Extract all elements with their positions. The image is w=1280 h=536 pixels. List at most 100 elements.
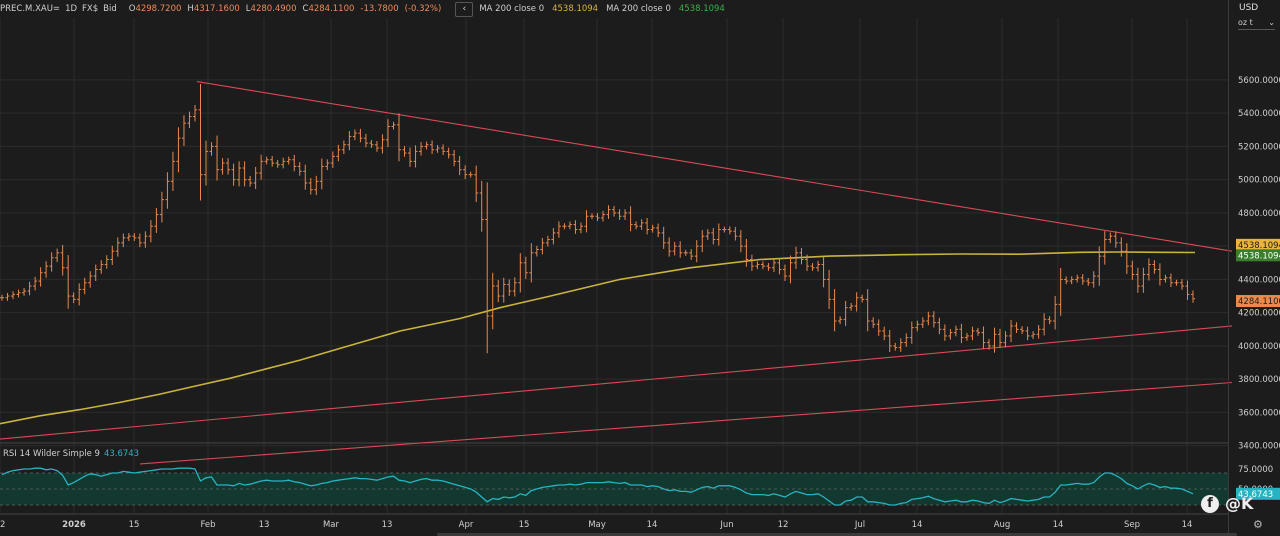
time-axis[interactable]: 2 2026 15 Feb 13 Mar 13 Apr 15 May 14 Jun 12 Jul 14 Aug…: [0, 520, 1237, 536]
price-bar: [771, 258, 776, 273]
y-tick-label: 3400.0000: [1238, 442, 1280, 452]
y-tick-label: 4400.0000: [1238, 275, 1280, 285]
y-tick-label: 3800.0000: [1238, 375, 1280, 385]
price-bar: [1191, 290, 1195, 303]
watermark-text: @K: [1225, 494, 1254, 513]
x-tick-label: 15: [129, 520, 140, 530]
x-tick-label: Jul: [854, 520, 865, 530]
price-bar: [744, 238, 749, 267]
price-bar: [419, 142, 424, 156]
price-bar: [126, 233, 131, 241]
ma1-price-tag-text: 4538.1094: [1238, 241, 1280, 251]
currency-label[interactable]: USD: [1239, 3, 1259, 13]
price-bar: [292, 154, 297, 172]
price-bar: [634, 221, 639, 230]
price-bar: [1119, 237, 1124, 257]
settings-icon[interactable]: ⚙: [1253, 518, 1263, 531]
price-bar: [397, 113, 401, 162]
rsi-header[interactable]: RSI 14 Wilder Simple 9 43.6743: [3, 449, 139, 459]
price-bar: [209, 142, 214, 156]
price-bar: [705, 229, 710, 240]
trendline: [0, 325, 1233, 440]
price-bar: [1141, 267, 1146, 293]
x-tick-label: Feb: [200, 520, 215, 530]
price-type[interactable]: Bid: [103, 4, 117, 14]
price-bar: [446, 147, 451, 159]
price-bar: [347, 130, 352, 151]
price-bar: [551, 227, 556, 245]
chevron-left-icon[interactable]: ‹: [455, 1, 474, 17]
price-bar: [667, 237, 672, 257]
price-bar: [391, 121, 396, 130]
price-bar: [60, 244, 65, 276]
price-bar: [93, 264, 98, 281]
price-bar: [986, 338, 991, 350]
price-bar: [380, 134, 385, 154]
x-tick-label: Aug: [994, 520, 1011, 530]
price-bar: [424, 141, 429, 150]
price-bar: [215, 135, 220, 181]
price-bar: [656, 223, 661, 238]
x-tick-label: 14: [1182, 520, 1193, 530]
price-bar: [264, 156, 269, 165]
price-bar: [639, 219, 644, 230]
price-bar: [237, 161, 242, 187]
price-bar: [1058, 267, 1063, 316]
price-bar: [1036, 325, 1041, 339]
price-bar: [860, 294, 865, 303]
price-bar: [231, 163, 236, 186]
price-bar: [556, 221, 561, 238]
price-bar: [865, 289, 870, 332]
price-bar: [832, 289, 837, 332]
price-bar: [623, 209, 628, 220]
price-bar: [187, 111, 192, 129]
price-bar: [192, 104, 197, 122]
price-bar: [363, 133, 368, 148]
ma2-label[interactable]: MA 200 close 0: [606, 4, 671, 14]
price-bar: [501, 277, 506, 303]
price-bar: [33, 276, 38, 291]
price-bar: [170, 151, 175, 192]
price-bar: [926, 311, 931, 326]
price-bar: [154, 207, 159, 233]
x-tick-label: 2: [0, 520, 5, 530]
high-value: 4317.1600: [193, 4, 240, 14]
price-bar: [794, 246, 798, 269]
trendline: [139, 381, 1233, 465]
price-bar: [1124, 243, 1129, 275]
rsi-label: RSI 14 Wilder Simple 9: [3, 449, 100, 459]
price-bar: [198, 84, 203, 201]
price-bar: [766, 263, 771, 271]
right-panel: [1228, 0, 1280, 536]
price-bar: [110, 245, 115, 265]
x-tick-label: 2026: [62, 520, 86, 530]
interval[interactable]: 1D: [65, 4, 78, 14]
price-bar: [1091, 271, 1096, 288]
price-bar: [137, 233, 142, 248]
price-bar: [722, 226, 727, 233]
unit-selector[interactable]: oz t ⌄: [1238, 16, 1275, 30]
price-bar: [1086, 277, 1091, 286]
price-bar: [799, 247, 804, 265]
source: FX$: [82, 4, 99, 14]
ma1-label[interactable]: MA 200 close 0: [479, 4, 545, 14]
price-bar: [998, 328, 1003, 349]
price-bar: [1075, 274, 1080, 283]
price-bar: [1108, 232, 1113, 244]
rsi-line: [1, 467, 1194, 506]
price-bar: [871, 317, 876, 329]
price-bar: [595, 213, 600, 222]
symbol[interactable]: PREC.M.XAU=: [0, 4, 61, 14]
price-bar: [1152, 260, 1157, 274]
price-bar: [242, 161, 247, 187]
price-bar: [1020, 326, 1025, 335]
price-bar: [700, 230, 705, 253]
price-bar: [314, 175, 319, 196]
price-bar: [408, 147, 413, 167]
price-bar: [882, 326, 887, 341]
price-bar: [1185, 280, 1190, 300]
x-tick-label: Apr: [459, 520, 474, 530]
ma1-value: 4538.1094: [552, 4, 599, 14]
ma2-price-tag-text: 4538.1094: [1238, 251, 1280, 261]
